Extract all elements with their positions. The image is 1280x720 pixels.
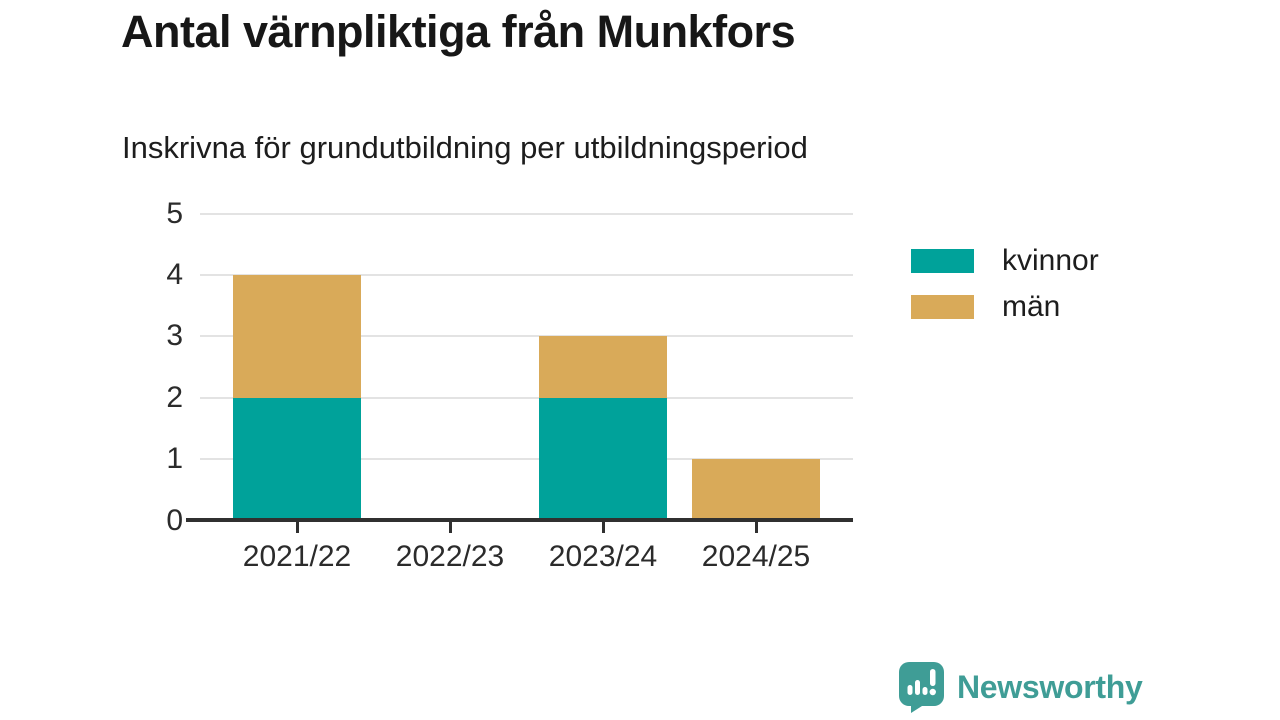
legend-swatch-kvinnor (911, 249, 974, 273)
chart-title: Antal värnpliktiga från Munkfors (121, 6, 796, 57)
gridline-y3 (200, 335, 853, 338)
bar-segment-2024/25-män (692, 459, 820, 521)
gridline-y4 (200, 273, 853, 276)
y-axis-tick-label: 2 (166, 380, 183, 414)
legend: kvinnor män (911, 246, 1099, 322)
x-axis-tick (754, 522, 758, 533)
newsworthy-attribution: Newsworthy (899, 662, 1143, 713)
bar-segment-2021/22-kvinnor (233, 397, 361, 521)
newsworthy-wordmark: Newsworthy (957, 669, 1143, 705)
x-axis-tick (295, 522, 299, 533)
y-axis-tick-label: 0 (166, 503, 183, 537)
x-axis-tick-label: 2024/25 (701, 540, 811, 573)
x-axis-line (186, 518, 853, 522)
x-axis-tick-label: 2023/24 (548, 540, 658, 573)
legend-label-kvinnor: kvinnor (1002, 244, 1099, 277)
x-axis-tick (448, 522, 452, 533)
y-axis-tick-label: 3 (166, 319, 183, 353)
y-axis-tick-label: 1 (166, 442, 183, 476)
gridline-y5 (200, 212, 853, 215)
gridline-y2 (200, 396, 853, 399)
y-axis-tick-label: 4 (166, 257, 183, 291)
bar-segment-2023/24-kvinnor (539, 397, 667, 521)
chart-subtitle: Inskrivna för grundutbildning per utbild… (122, 130, 808, 165)
x-axis-tick (601, 522, 605, 533)
gridline-y1 (200, 458, 853, 461)
legend-item-kvinnor: kvinnor (911, 246, 1099, 276)
x-axis-tick-label: 2021/22 (242, 540, 352, 573)
legend-item-män: män (911, 292, 1099, 322)
legend-swatch-män (911, 295, 974, 319)
legend-label-män: män (1002, 290, 1061, 323)
bar-segment-2021/22-män (233, 274, 361, 398)
bar-segment-2023/24-män (539, 336, 667, 398)
x-axis-tick-label: 2022/23 (395, 540, 505, 573)
y-axis-tick-label: 5 (166, 196, 183, 230)
newsworthy-icon (899, 662, 944, 713)
